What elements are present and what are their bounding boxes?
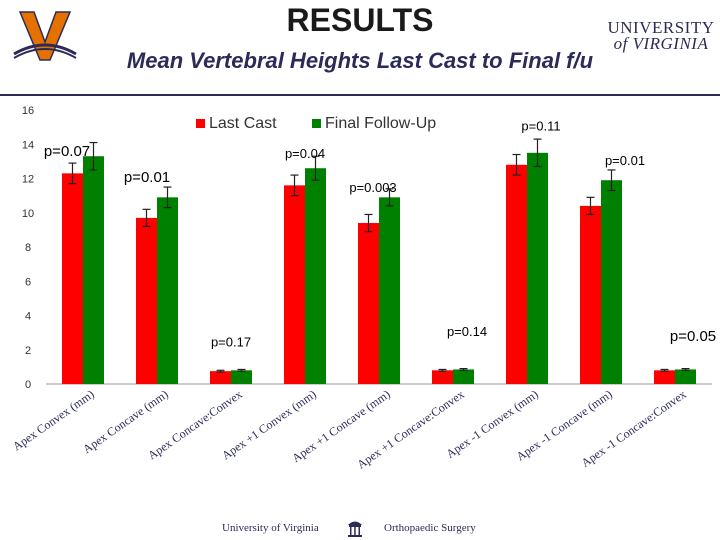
legend-swatch	[196, 119, 205, 128]
uva-v-logo	[13, 11, 77, 61]
title-rule	[0, 94, 720, 96]
bar-final-followup	[157, 197, 178, 384]
p-value-annotation: p=0.17	[211, 334, 251, 349]
slide-title: RESULTS	[286, 2, 434, 38]
wordmark-line-2: of VIRGINIA	[613, 34, 709, 53]
bar-final-followup	[83, 156, 104, 384]
p-value-annotation: p=0.14	[447, 324, 487, 339]
bar-last-cast	[136, 217, 157, 384]
p-value-annotation: p=0.003	[349, 180, 396, 195]
p-value-annotation: p=0.11	[521, 119, 560, 134]
bar-final-followup	[305, 168, 326, 384]
bar-final-followup	[527, 152, 548, 384]
legend-label: Last Cast	[209, 115, 277, 132]
bar-final-followup	[379, 197, 400, 384]
uva-wordmark: UNIVERSITY of VIRGINIA	[606, 18, 716, 53]
footer-university: University of Virginia	[222, 522, 319, 534]
bar-final-followup	[453, 369, 474, 384]
bar-final-followup	[601, 180, 622, 384]
p-value-annotation: p=0.01	[124, 169, 170, 186]
bar-last-cast	[284, 185, 305, 384]
bar-last-cast	[210, 371, 231, 384]
y-tick-label: 4	[25, 311, 31, 323]
bar-last-cast	[580, 205, 601, 384]
legend-swatch	[312, 119, 321, 128]
bar-last-cast	[506, 164, 527, 384]
legend-label: Final Follow-Up	[325, 115, 436, 132]
y-tick-label: 8	[25, 242, 31, 254]
chart-subtitle: Mean Vertebral Heights Last Cast to Fina…	[126, 48, 594, 73]
wordmark-line-1: UNIVERSITY	[607, 18, 715, 37]
y-tick-label: 12	[22, 174, 34, 186]
y-tick-label: 14	[22, 139, 34, 151]
bar-last-cast	[62, 173, 83, 384]
bar-last-cast	[432, 370, 453, 384]
p-value-annotation: p=0.04	[285, 146, 325, 161]
bar-final-followup	[675, 369, 696, 384]
bar-last-cast	[358, 223, 379, 384]
y-tick-label: 16	[22, 105, 34, 117]
bar-final-followup	[231, 370, 252, 384]
rotunda-icon	[348, 521, 362, 537]
y-tick-label: 10	[22, 208, 34, 220]
p-value-annotation: p=0.07	[44, 143, 90, 160]
p-value-annotation: p=0.01	[605, 153, 645, 168]
y-tick-label: 6	[25, 276, 31, 288]
bar-last-cast	[654, 370, 675, 384]
footer-department: Orthopaedic Surgery	[384, 522, 476, 534]
y-tick-label: 0	[25, 379, 31, 391]
y-tick-label: 2	[25, 345, 31, 357]
p-value-annotation: p=0.05	[670, 328, 716, 345]
